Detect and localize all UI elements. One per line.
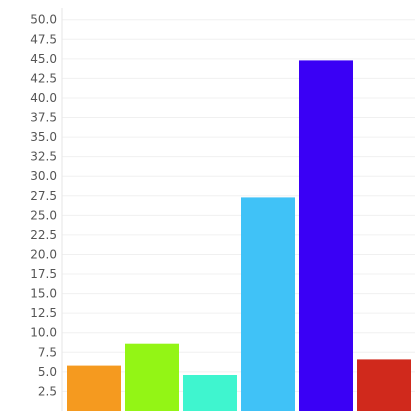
y-tick-label: 35.0	[30, 130, 57, 144]
y-tick-label: 17.5	[30, 267, 57, 281]
y-tick-label: 30.0	[30, 169, 57, 183]
y-tick-label: 25.0	[30, 208, 57, 222]
y-tick-label: 2.5	[38, 384, 57, 398]
y-tick-label: 40.0	[30, 91, 57, 105]
bar	[67, 365, 121, 411]
bar	[183, 375, 237, 411]
y-tick-label: 12.5	[30, 306, 57, 320]
bar	[241, 197, 295, 411]
y-tick-label: 10.0	[30, 326, 57, 340]
y-tick-label: 5.0	[38, 365, 57, 379]
y-tick-label: 32.5	[30, 150, 57, 164]
gridlines	[62, 19, 415, 392]
y-tick-label: 45.0	[30, 52, 57, 66]
y-tick-label: 20.0	[30, 247, 57, 261]
y-tick-label: 42.5	[30, 71, 57, 85]
bars	[67, 60, 411, 411]
bar	[299, 60, 353, 411]
y-axis-ticks: 2.5 5.0 7.5 10.0 12.5 15.0 17.5 20.0 22.5 25.0 27.…	[30, 13, 57, 399]
y-tick-label: 50.0	[30, 13, 57, 27]
bar	[357, 359, 411, 411]
y-tick-label: 15.0	[30, 287, 57, 301]
y-tick-label: 27.5	[30, 189, 57, 203]
y-tick-label: 22.5	[30, 228, 57, 242]
y-tick-label: 7.5	[38, 345, 57, 359]
bar	[125, 343, 179, 411]
y-tick-label: 47.5	[30, 32, 57, 46]
y-tick-label: 37.5	[30, 111, 57, 125]
